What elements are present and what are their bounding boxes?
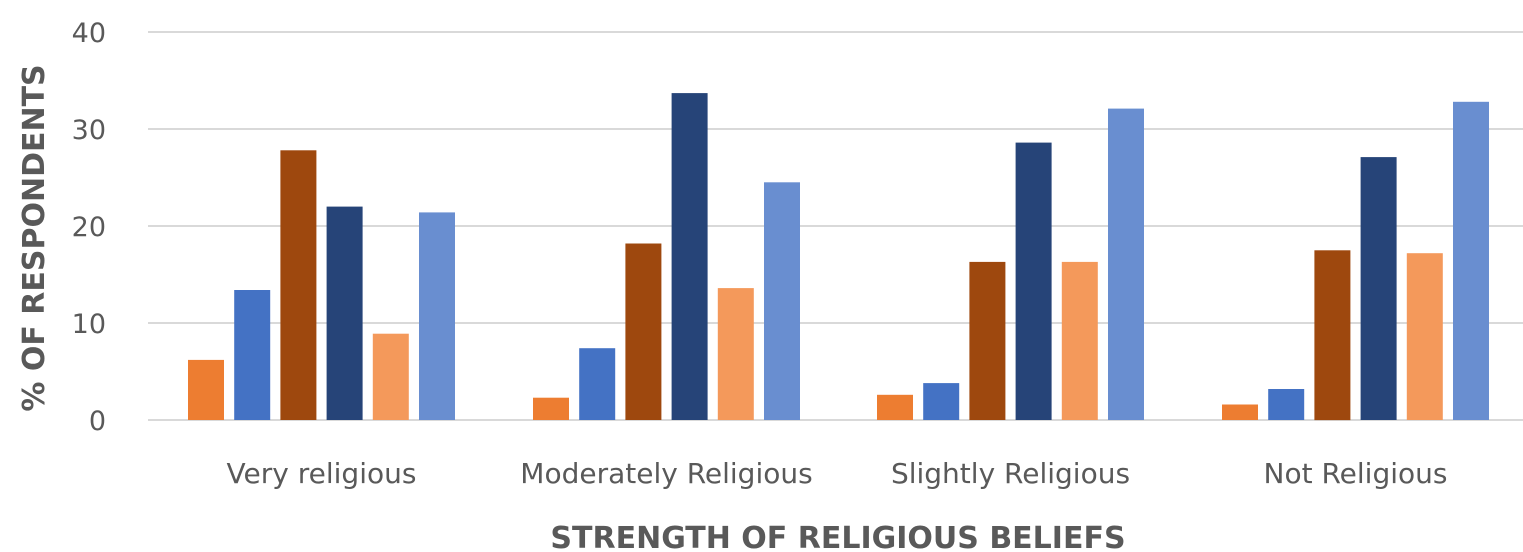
y-axis-title: % OF RESPONDENTS	[17, 64, 52, 411]
bars	[188, 93, 1489, 421]
bar	[923, 383, 960, 420]
bar	[671, 93, 708, 420]
bar	[764, 182, 800, 420]
y-tick-label: 0	[89, 406, 106, 437]
bar	[533, 397, 569, 420]
x-axis-title: STRENGTH OF RELIGIOUS BELIEFS	[550, 521, 1125, 552]
bar	[877, 394, 913, 420]
y-tick-label: 40	[72, 18, 106, 49]
y-tick-label: 10	[72, 309, 106, 340]
bar	[1015, 142, 1052, 420]
bar	[1061, 261, 1098, 420]
bar	[188, 359, 224, 420]
bar	[1268, 389, 1305, 420]
bar	[625, 243, 662, 420]
x-category-label: Slightly Religious	[891, 457, 1130, 490]
y-axis-ticks: 0 10 20 30 40	[72, 18, 106, 437]
bar	[1453, 101, 1489, 421]
bar	[419, 212, 455, 420]
y-tick-label: 30	[72, 115, 106, 146]
bar	[326, 206, 363, 420]
bar	[280, 150, 317, 421]
y-tick-label: 20	[72, 212, 106, 243]
bar	[579, 348, 616, 420]
x-axis-categories: Very religious Moderately Religious Slight…	[227, 457, 1448, 490]
bar	[1314, 250, 1351, 421]
bar	[1360, 157, 1397, 420]
bar	[1222, 404, 1258, 420]
x-category-label: Moderately Religious	[520, 457, 812, 490]
bar	[717, 288, 754, 420]
bar	[372, 333, 409, 420]
x-category-label: Very religious	[227, 457, 417, 490]
bar	[1108, 108, 1144, 420]
bar	[969, 261, 1006, 420]
bar	[234, 290, 271, 420]
bar	[1406, 253, 1443, 420]
x-category-label: Not Religious	[1264, 457, 1448, 490]
